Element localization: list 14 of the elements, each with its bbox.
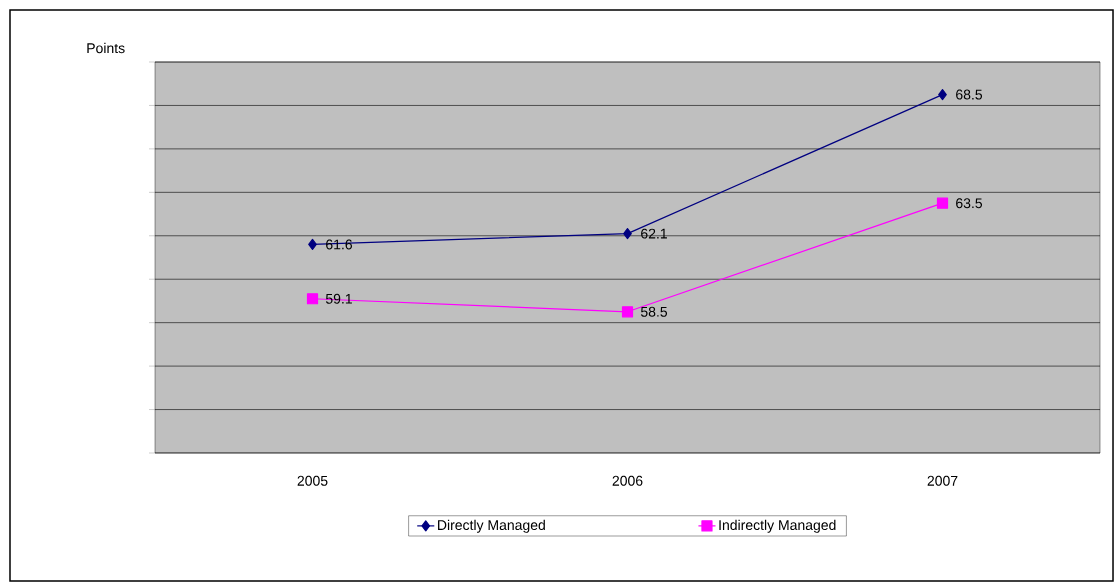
data-label: 68.5 [956, 89, 983, 100]
x-tick-label: 2006 [612, 475, 643, 486]
legend-label: Directly Managed [438, 519, 545, 533]
legend-label: Indirectly Managed [719, 519, 836, 533]
data-label: 62.1 [641, 228, 667, 239]
point [306, 293, 319, 305]
data-label: 58.5 [640, 306, 668, 317]
x-tick-label: 2005 [297, 475, 328, 486]
data-label: 63.5 [956, 198, 983, 209]
point [936, 197, 949, 209]
x-tick-label: 2007 [927, 475, 958, 486]
point [621, 306, 634, 318]
y-axis-title: Points [87, 42, 125, 54]
point [623, 228, 632, 240]
